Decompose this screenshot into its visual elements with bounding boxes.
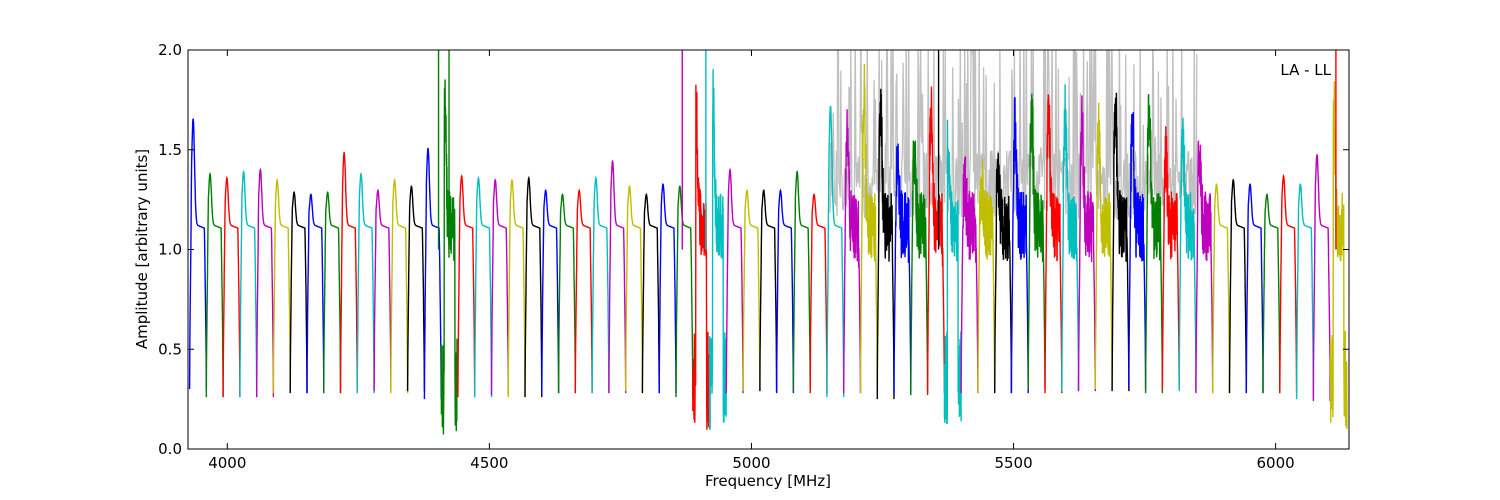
series-channel-60 bbox=[1178, 117, 1197, 392]
series-channel-8 bbox=[306, 193, 325, 394]
series-channel-65 bbox=[1262, 193, 1281, 394]
series-channel-5 bbox=[256, 167, 275, 398]
series-channel-6 bbox=[272, 178, 291, 394]
series-channel-57 bbox=[1128, 112, 1147, 390]
series-channel-30 bbox=[675, 185, 694, 398]
series-channel-28 bbox=[641, 193, 660, 394]
series-channel-41 bbox=[859, 63, 878, 394]
series-channel-69 bbox=[1329, 81, 1348, 430]
series-channel-43 bbox=[893, 143, 912, 394]
x-axis-label: Frequency [MHz] bbox=[705, 472, 831, 490]
series-channel-55 bbox=[1094, 102, 1113, 390]
series-channel-67 bbox=[1295, 183, 1315, 400]
series-channel-13 bbox=[390, 178, 409, 394]
series-channel-1 bbox=[188, 118, 207, 390]
series-channel-7 bbox=[289, 191, 308, 394]
series-channel-49 bbox=[994, 152, 1013, 394]
series-channel-53 bbox=[1061, 84, 1080, 392]
series-channel-10 bbox=[339, 151, 358, 394]
series-channel-48 bbox=[977, 158, 996, 394]
series-channel-51 bbox=[1027, 93, 1046, 390]
series-channel-59 bbox=[1161, 126, 1180, 390]
x-tick-label: 4500 bbox=[470, 454, 508, 472]
series-channel-34 bbox=[742, 189, 761, 392]
plot-annotation: LA - LL bbox=[1280, 61, 1331, 79]
series-channel-31 bbox=[692, 84, 711, 430]
series-channel-62 bbox=[1211, 183, 1231, 394]
x-tick-label: 5500 bbox=[994, 454, 1032, 472]
axis-ticks: 4000 4500 5000 5500 6000 0.0 0.5 1.0 1.5 2.0 bbox=[158, 41, 1349, 472]
series-channel-21 bbox=[524, 175, 543, 398]
series-channel-23 bbox=[557, 193, 576, 394]
series-channel-39 bbox=[826, 105, 845, 398]
series-channel-12 bbox=[373, 189, 392, 392]
series-channel-47 bbox=[960, 156, 979, 394]
series-channel-50 bbox=[1010, 97, 1029, 394]
series-channel-29 bbox=[658, 183, 677, 394]
y-tick-label: 1.0 bbox=[158, 241, 182, 259]
y-tick-label: 2.0 bbox=[158, 41, 182, 59]
series-channel-27 bbox=[625, 185, 644, 392]
series-channel-11 bbox=[356, 172, 375, 394]
series-channel-36 bbox=[775, 188, 795, 394]
series-channel-2 bbox=[205, 172, 224, 398]
series-channel-9 bbox=[323, 191, 342, 394]
series-channel-38 bbox=[809, 193, 828, 394]
series-channel-35 bbox=[759, 189, 778, 392]
series-channel-63 bbox=[1228, 178, 1248, 394]
series-channel-4 bbox=[239, 170, 258, 398]
series-channel-44 bbox=[910, 140, 929, 396]
series-channel-20 bbox=[507, 178, 526, 398]
series-channel-42 bbox=[876, 88, 895, 400]
series-channel-17 bbox=[457, 174, 476, 398]
series-channel-37 bbox=[792, 170, 811, 392]
series-channel-56 bbox=[1111, 92, 1130, 392]
x-tick-label: 5000 bbox=[732, 454, 770, 472]
y-tick-label: 0.0 bbox=[158, 440, 182, 458]
series-channel-64 bbox=[1245, 183, 1264, 394]
series-channel-14 bbox=[406, 185, 426, 392]
plot-area bbox=[188, 50, 1348, 435]
series-channel-68 bbox=[1312, 154, 1331, 402]
series-channel-40 bbox=[843, 109, 862, 394]
y-tick-label: 0.5 bbox=[158, 340, 182, 358]
series-channel-61 bbox=[1195, 140, 1214, 394]
x-tick-label: 6000 bbox=[1257, 454, 1295, 472]
x-tick-label: 4000 bbox=[208, 454, 246, 472]
series-channel-66 bbox=[1279, 173, 1298, 394]
series-channel-58 bbox=[1144, 93, 1164, 394]
series-channel-46 bbox=[943, 119, 962, 425]
series-channel-32 bbox=[708, 69, 727, 430]
y-axis-label: Amplitude [arbitrary units] bbox=[133, 149, 151, 349]
y-tick-label: 1.5 bbox=[158, 141, 182, 159]
series-channel-26 bbox=[608, 159, 627, 394]
series-channel-54 bbox=[1077, 95, 1097, 392]
series-channel-3 bbox=[222, 175, 241, 398]
series-channel-33 bbox=[725, 167, 744, 394]
series-channel-22 bbox=[541, 189, 560, 394]
series-channel-45 bbox=[926, 86, 946, 394]
series-channel-25 bbox=[591, 175, 610, 394]
series-channel-19 bbox=[490, 178, 509, 396]
series-channel-24 bbox=[574, 188, 593, 394]
series-channel-18 bbox=[474, 175, 493, 398]
series-channel-52 bbox=[1044, 94, 1063, 394]
